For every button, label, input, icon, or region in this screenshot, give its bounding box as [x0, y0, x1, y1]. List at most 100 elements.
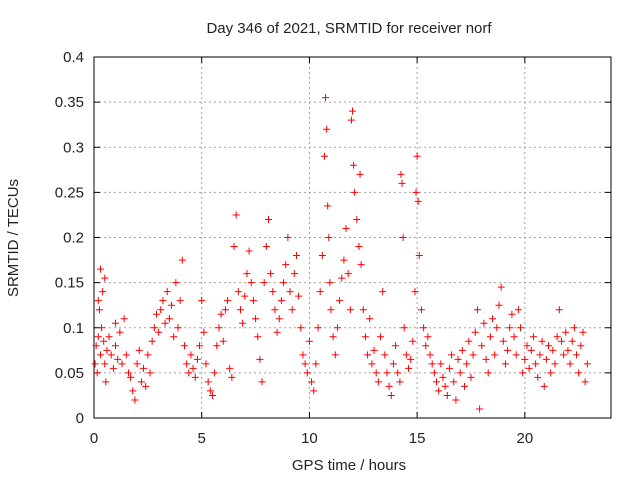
data-point — [504, 346, 512, 354]
data-point — [342, 224, 350, 232]
data-point — [322, 94, 330, 102]
data-point — [308, 378, 316, 386]
data-point — [356, 170, 364, 178]
data-point — [545, 342, 553, 350]
y-tick-label: 0.05 — [55, 365, 84, 382]
data-point — [275, 315, 283, 323]
data-point — [424, 333, 432, 341]
data-point — [124, 369, 132, 377]
data-point — [349, 107, 356, 115]
y-tick-label: 0.35 — [55, 94, 84, 111]
data-point — [191, 373, 199, 381]
data-point — [527, 346, 535, 354]
data-point — [452, 396, 460, 404]
data-point — [142, 382, 150, 390]
data-point — [495, 301, 503, 309]
data-point — [150, 324, 158, 332]
data-point — [469, 351, 477, 359]
data-point — [336, 297, 344, 305]
data-point — [189, 364, 197, 372]
data-point — [501, 360, 509, 368]
data-point — [435, 387, 443, 395]
data-point — [236, 306, 244, 314]
data-point — [180, 342, 188, 350]
data-point — [295, 292, 303, 300]
data-point — [187, 351, 195, 359]
data-point — [327, 306, 335, 314]
data-point — [252, 315, 260, 323]
data-point — [394, 369, 402, 377]
data-point — [344, 270, 352, 278]
data-point — [445, 364, 453, 372]
data-point — [355, 243, 363, 251]
data-point — [465, 337, 473, 345]
data-point — [185, 369, 193, 377]
data-point — [135, 346, 143, 354]
data-point — [144, 351, 152, 359]
data-point — [230, 243, 238, 251]
data-point — [193, 355, 201, 363]
data-point — [148, 337, 156, 345]
data-point — [579, 328, 587, 336]
data-point — [120, 315, 128, 323]
data-point — [557, 337, 565, 345]
data-point — [318, 252, 326, 260]
data-point — [575, 369, 583, 377]
data-point — [491, 351, 499, 359]
data-point — [437, 360, 445, 368]
data-point — [471, 328, 479, 336]
x-tick-label: 15 — [409, 430, 426, 447]
y-tick-label: 0 — [76, 410, 84, 427]
data-point — [514, 306, 522, 314]
data-point — [215, 324, 223, 332]
data-point — [473, 306, 481, 314]
data-point — [364, 351, 372, 359]
y-tick-label: 0.25 — [55, 184, 84, 201]
data-point — [529, 333, 537, 341]
data-point — [564, 346, 572, 354]
data-point — [350, 161, 358, 169]
data-point — [196, 342, 204, 350]
data-point — [146, 369, 154, 377]
data-point — [414, 197, 422, 205]
data-point — [243, 270, 251, 278]
data-point — [493, 324, 501, 332]
data-point — [228, 373, 236, 381]
data-point — [417, 306, 425, 314]
data-point — [510, 333, 518, 341]
data-point — [282, 261, 290, 269]
data-point — [489, 315, 497, 323]
x-axis-label: GPS time / hours — [292, 457, 406, 474]
y-tick-label: 0.4 — [63, 49, 84, 66]
data-point — [412, 188, 420, 196]
data-point — [426, 351, 434, 359]
data-point — [508, 310, 516, 318]
data-point — [312, 360, 320, 368]
data-point — [163, 288, 171, 296]
data-point — [323, 125, 331, 133]
data-point — [219, 337, 227, 345]
data-point — [397, 170, 405, 178]
data-point — [377, 333, 385, 341]
data-point — [521, 355, 529, 363]
data-point — [305, 337, 313, 345]
data-point — [381, 351, 389, 359]
data-point — [165, 315, 173, 323]
data-point — [443, 391, 451, 399]
data-point — [454, 355, 462, 363]
data-points — [91, 94, 591, 413]
data-point — [224, 297, 232, 305]
data-point — [140, 364, 148, 372]
data-point — [407, 355, 415, 363]
data-point — [314, 324, 322, 332]
data-point — [114, 355, 122, 363]
data-point — [338, 274, 346, 282]
data-point — [155, 328, 163, 336]
data-point — [249, 297, 257, 305]
ticks: 0 0.05 0.1 0.15 0.2 0.25 0.3 0.35 0.4 0 5 10 15 20 — [55, 49, 611, 447]
data-point — [577, 342, 585, 350]
data-point — [538, 337, 546, 345]
data-point — [555, 306, 563, 314]
data-point — [131, 396, 139, 404]
